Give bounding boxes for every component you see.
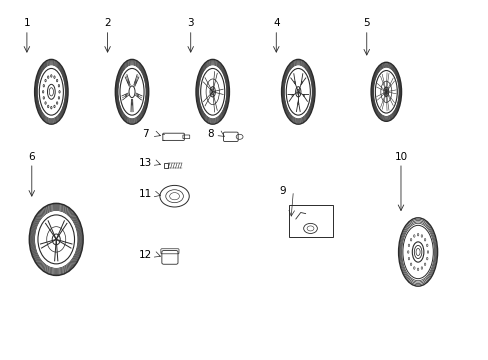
Bar [163, 163, 168, 168]
Text: 12: 12 [139, 250, 152, 260]
Text: 8: 8 [206, 129, 213, 139]
Text: 5: 5 [363, 18, 369, 28]
Text: 6: 6 [28, 152, 35, 162]
Text: 4: 4 [272, 18, 279, 28]
Text: 1: 1 [23, 18, 30, 28]
Text: 11: 11 [139, 189, 152, 199]
Text: 10: 10 [394, 152, 407, 162]
Text: 13: 13 [139, 158, 152, 168]
Text: 7: 7 [142, 129, 149, 139]
Text: 9: 9 [279, 186, 285, 196]
Bar [288, 205, 332, 238]
Text: 3: 3 [187, 18, 194, 28]
Text: 2: 2 [104, 18, 111, 28]
